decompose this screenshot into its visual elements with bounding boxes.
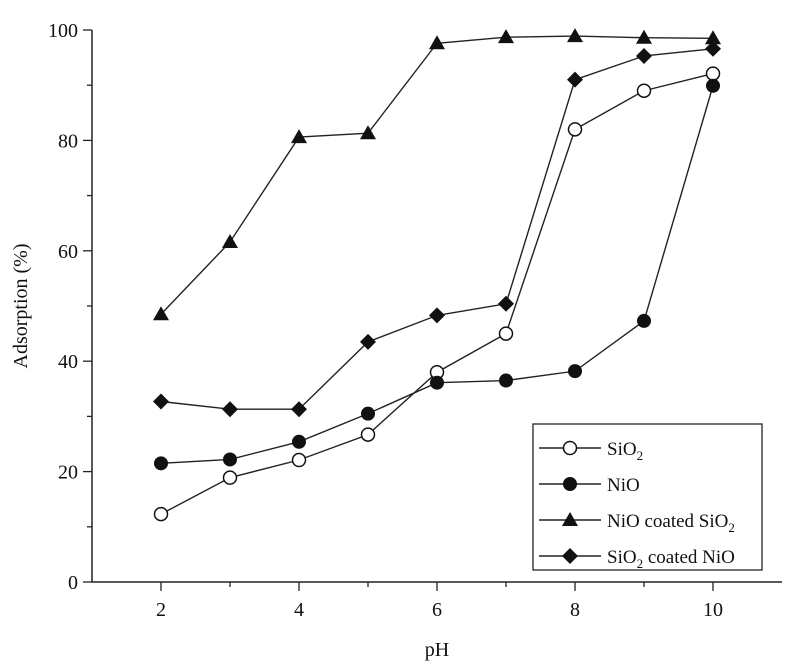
- data-point: [360, 333, 376, 350]
- data-point: [222, 401, 238, 418]
- data-point: [430, 375, 444, 390]
- data-point: [636, 29, 652, 44]
- data-point: [498, 295, 514, 312]
- data-point: [223, 452, 237, 467]
- x-tick-label: 4: [294, 599, 304, 621]
- series-line: [160, 48, 714, 410]
- data-point: [705, 40, 721, 57]
- data-point: [705, 30, 721, 45]
- series-1: [154, 78, 720, 471]
- series-line: [160, 35, 714, 315]
- y-tick-label: 60: [58, 241, 78, 263]
- data-point: [567, 28, 583, 43]
- legend-label: NiO: [607, 475, 640, 496]
- data-point: [153, 306, 169, 321]
- data-point: [706, 78, 720, 93]
- x-tick-label: 10: [703, 599, 723, 621]
- data-point: [291, 401, 307, 418]
- legend-marker: [563, 477, 577, 491]
- data-point: [636, 47, 652, 64]
- y-tick-label: 80: [58, 130, 78, 152]
- legend-marker: [562, 512, 578, 526]
- x-tick-label: 2: [156, 599, 166, 621]
- data-point: [222, 233, 238, 248]
- legend-label: SiO2: [607, 439, 643, 463]
- y-tick-label: 40: [58, 351, 78, 373]
- series-layer: [153, 28, 721, 522]
- series-3: [153, 40, 721, 418]
- series-0: [153, 66, 721, 522]
- legend-label: NiO coated SiO2: [607, 511, 735, 535]
- data-point: [153, 393, 169, 410]
- data-point: [568, 364, 582, 379]
- data-point: [498, 326, 514, 341]
- legend-marker: [562, 548, 578, 564]
- data-point: [153, 506, 169, 522]
- data-point: [637, 313, 651, 328]
- data-point: [636, 83, 652, 98]
- x-tick-label: 6: [432, 599, 442, 621]
- legend-label: SiO2 coated NiO: [607, 547, 735, 571]
- data-point: [291, 452, 307, 468]
- y-axis-label: Adsorption (%): [10, 244, 32, 369]
- data-point: [498, 29, 514, 44]
- data-point: [429, 35, 445, 50]
- data-point: [429, 307, 445, 324]
- data-point: [360, 125, 376, 140]
- data-point: [499, 373, 513, 388]
- data-point: [222, 470, 238, 485]
- legend: SiO2 NiO NiO coated SiO2 SiO2 coated NiO: [532, 423, 763, 571]
- data-point: [292, 434, 306, 449]
- series-2: [153, 28, 721, 321]
- data-point: [567, 71, 583, 88]
- x-axis-label: pH: [425, 639, 449, 661]
- data-point: [360, 427, 376, 442]
- series-line: [160, 85, 714, 465]
- y-tick-label: 20: [58, 462, 78, 484]
- data-point: [567, 122, 583, 137]
- data-point: [154, 456, 168, 471]
- y-tick-label: 0: [68, 572, 78, 594]
- data-point: [291, 129, 307, 144]
- data-point: [705, 66, 721, 81]
- y-tick-label: 100: [48, 20, 78, 42]
- data-point: [361, 406, 375, 421]
- x-tick-label: 8: [570, 599, 580, 621]
- legend-marker: [562, 440, 578, 456]
